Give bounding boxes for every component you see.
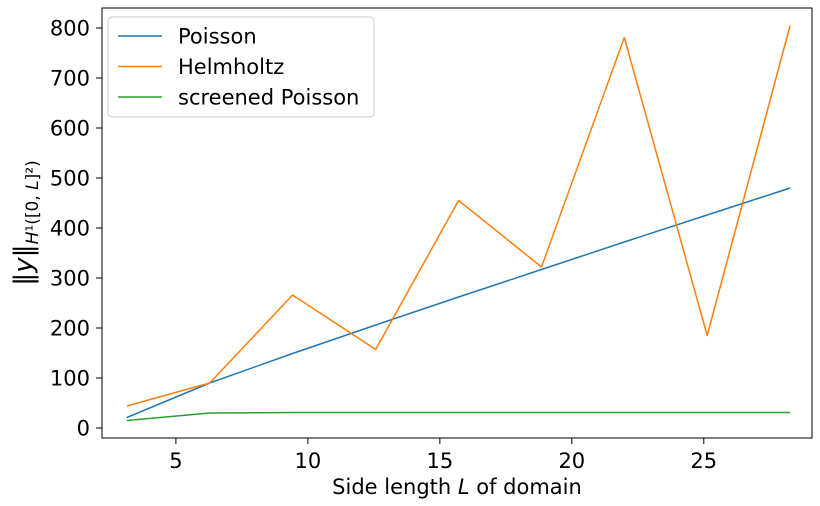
plot-lines <box>126 25 791 422</box>
x-tick-label: 10 <box>295 449 322 473</box>
y-axis-label-subscript: H¹([0, L]²) <box>23 160 43 244</box>
y-tick-label: 500 <box>50 167 90 191</box>
series-line-helmholtz <box>126 25 791 407</box>
y-axis-label: ‖y‖H¹([0, L]²) <box>9 160 43 285</box>
y-axis-label-norm-open: ‖ <box>9 273 39 286</box>
x-tick-label: 25 <box>690 449 717 473</box>
legend: Poisson Helmholtz screened Poisson <box>107 16 375 118</box>
y-tick-label: 800 <box>50 17 90 41</box>
plot-frame <box>101 7 813 439</box>
legend-box <box>107 16 375 118</box>
y-tick-label: 600 <box>50 117 90 141</box>
x-tick-label: 15 <box>426 449 453 473</box>
x-axis-label: Side length L of domain <box>332 475 582 499</box>
x-axis: 5 10 15 20 25 <box>169 438 717 473</box>
x-axis-label-post: of domain <box>470 475 582 499</box>
y-tick-label: 100 <box>50 367 90 391</box>
y-tick-label: 300 <box>50 267 90 291</box>
y-tick-label: 200 <box>50 317 90 341</box>
x-axis-label-pre: Side length <box>332 475 458 499</box>
legend-label-screened-poisson: screened Poisson <box>178 86 359 110</box>
y-tick-label: 0 <box>77 417 90 441</box>
series-line-screened-poisson <box>126 411 791 422</box>
legend-label-poisson: Poisson <box>178 25 257 49</box>
x-axis-label-var: L <box>458 475 470 499</box>
x-tick-label: 5 <box>169 449 182 473</box>
y-axis-label-norm-close: ‖ <box>9 244 39 257</box>
series-line-poisson <box>126 187 791 419</box>
y-axis-label-var: y <box>9 257 39 274</box>
y-tick-label: 400 <box>50 217 90 241</box>
x-tick-label: 20 <box>558 449 585 473</box>
legend-label-helmholtz: Helmholtz <box>178 55 284 79</box>
y-tick-label: 700 <box>50 67 90 91</box>
y-axis: 0 100 200 300 400 500 600 700 800 <box>50 17 102 441</box>
